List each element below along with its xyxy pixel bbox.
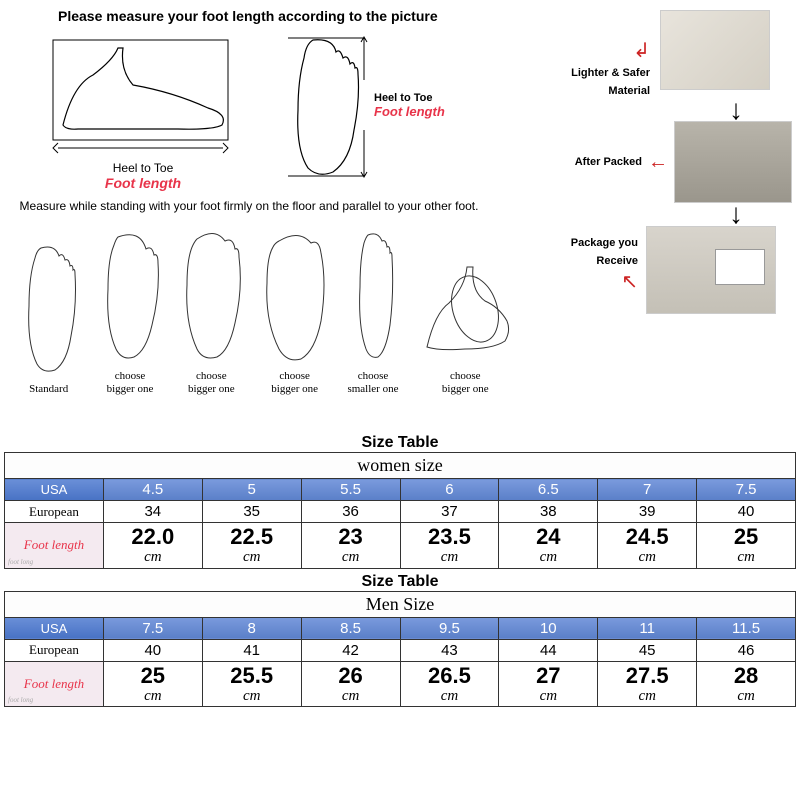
pkg-image-2 [674, 121, 792, 203]
measurement-guide: Please measure your foot length accordin… [0, 0, 530, 430]
fl-label: Foot lengthfoot long [5, 523, 104, 569]
top-section: Please measure your foot length accordin… [0, 0, 800, 430]
eu-label: European [5, 639, 104, 661]
shape-label: choosebigger one [96, 370, 164, 396]
arrow-icon: ← [648, 151, 668, 174]
pkg-label-2: After Packed [575, 156, 642, 168]
foot-shapes-row: Standard choosebigger one choosebigger o… [8, 223, 530, 396]
shape-bigger-1: choosebigger one [96, 223, 164, 396]
usa-label: USA [5, 617, 104, 639]
shape-label: choosebigger one [259, 370, 331, 396]
usa-label: USA [5, 479, 104, 501]
shape-bigger-2: choosebigger one [177, 223, 245, 396]
size-tables: Size Table women size USA 4.5 5 5.5 6 6.… [0, 434, 800, 707]
women-size-table-title: Size Table [4, 434, 796, 452]
table-row: Foot lengthfoot long 22.0cm 22.5cm 23cm … [5, 523, 796, 569]
shape-smaller: choosesmaller one [344, 223, 402, 396]
pkg-step-3: Package you Receive ↖ [530, 226, 792, 314]
arrow-icon: ↲ [633, 40, 650, 62]
shape-bigger-3: choosebigger one [259, 223, 331, 396]
foot-diagrams: Heel to Toe Foot length Heel to T [8, 30, 530, 191]
shape-label: choosesmaller one [344, 370, 402, 396]
eu-label: European [5, 501, 104, 523]
measure-instruction: Measure while standing with your foot fi… [8, 199, 490, 213]
pkg-image-1 [660, 10, 770, 90]
table-row: USA 7.5 8 8.5 9.5 10 11 11.5 [5, 617, 796, 639]
table-row: USA 4.5 5 5.5 6 6.5 7 7.5 [5, 479, 796, 501]
men-title: Men Size [5, 591, 796, 617]
down-arrow-icon: ↓ [680, 203, 792, 225]
table-row: Foot lengthfoot long 25cm 25.5cm 26cm 26… [5, 661, 796, 707]
fl-label: Foot lengthfoot long [5, 661, 104, 707]
pkg-image-3 [646, 226, 776, 314]
guide-title: Please measure your foot length accordin… [58, 8, 530, 24]
foot-side-view: Heel to Toe Foot length [38, 30, 248, 191]
men-size-table-title: Size Table [4, 573, 796, 591]
men-size-table: Men Size USA 7.5 8 8.5 9.5 10 11 11.5 Eu… [4, 591, 796, 708]
table-row: European 34 35 36 37 38 39 40 [5, 501, 796, 523]
pkg-label-3: Package you Receive [571, 237, 638, 267]
pkg-step-2: After Packed ← [530, 121, 792, 203]
women-size-table: women size USA 4.5 5 5.5 6 6.5 7 7.5 Eur… [4, 452, 796, 569]
heel-to-toe-label-2: Heel to Toe [374, 92, 445, 104]
shape-label: choosebigger one [177, 370, 245, 396]
down-arrow-icon: ↓ [680, 99, 792, 121]
arrow-icon: ↖ [621, 271, 638, 293]
foot-length-label-2: Foot length [374, 104, 445, 119]
shape-bigger-4: choosebigger one [415, 223, 515, 396]
shape-label: Standard [15, 383, 83, 396]
shape-label: choosebigger one [415, 370, 515, 396]
table-row: European 40 41 42 43 44 45 46 [5, 639, 796, 661]
pkg-label-1: Lighter & Safer Material [571, 67, 650, 97]
shape-standard: Standard [15, 236, 83, 396]
packaging-column: ↲ Lighter & Safer Material ↓ After Packe… [530, 0, 800, 430]
women-title: women size [5, 453, 796, 479]
foot-length-label-1: Foot length [38, 175, 248, 191]
pkg-step-1: ↲ Lighter & Safer Material [530, 10, 792, 99]
foot-top-view: Heel to Toe Foot length [278, 30, 445, 180]
